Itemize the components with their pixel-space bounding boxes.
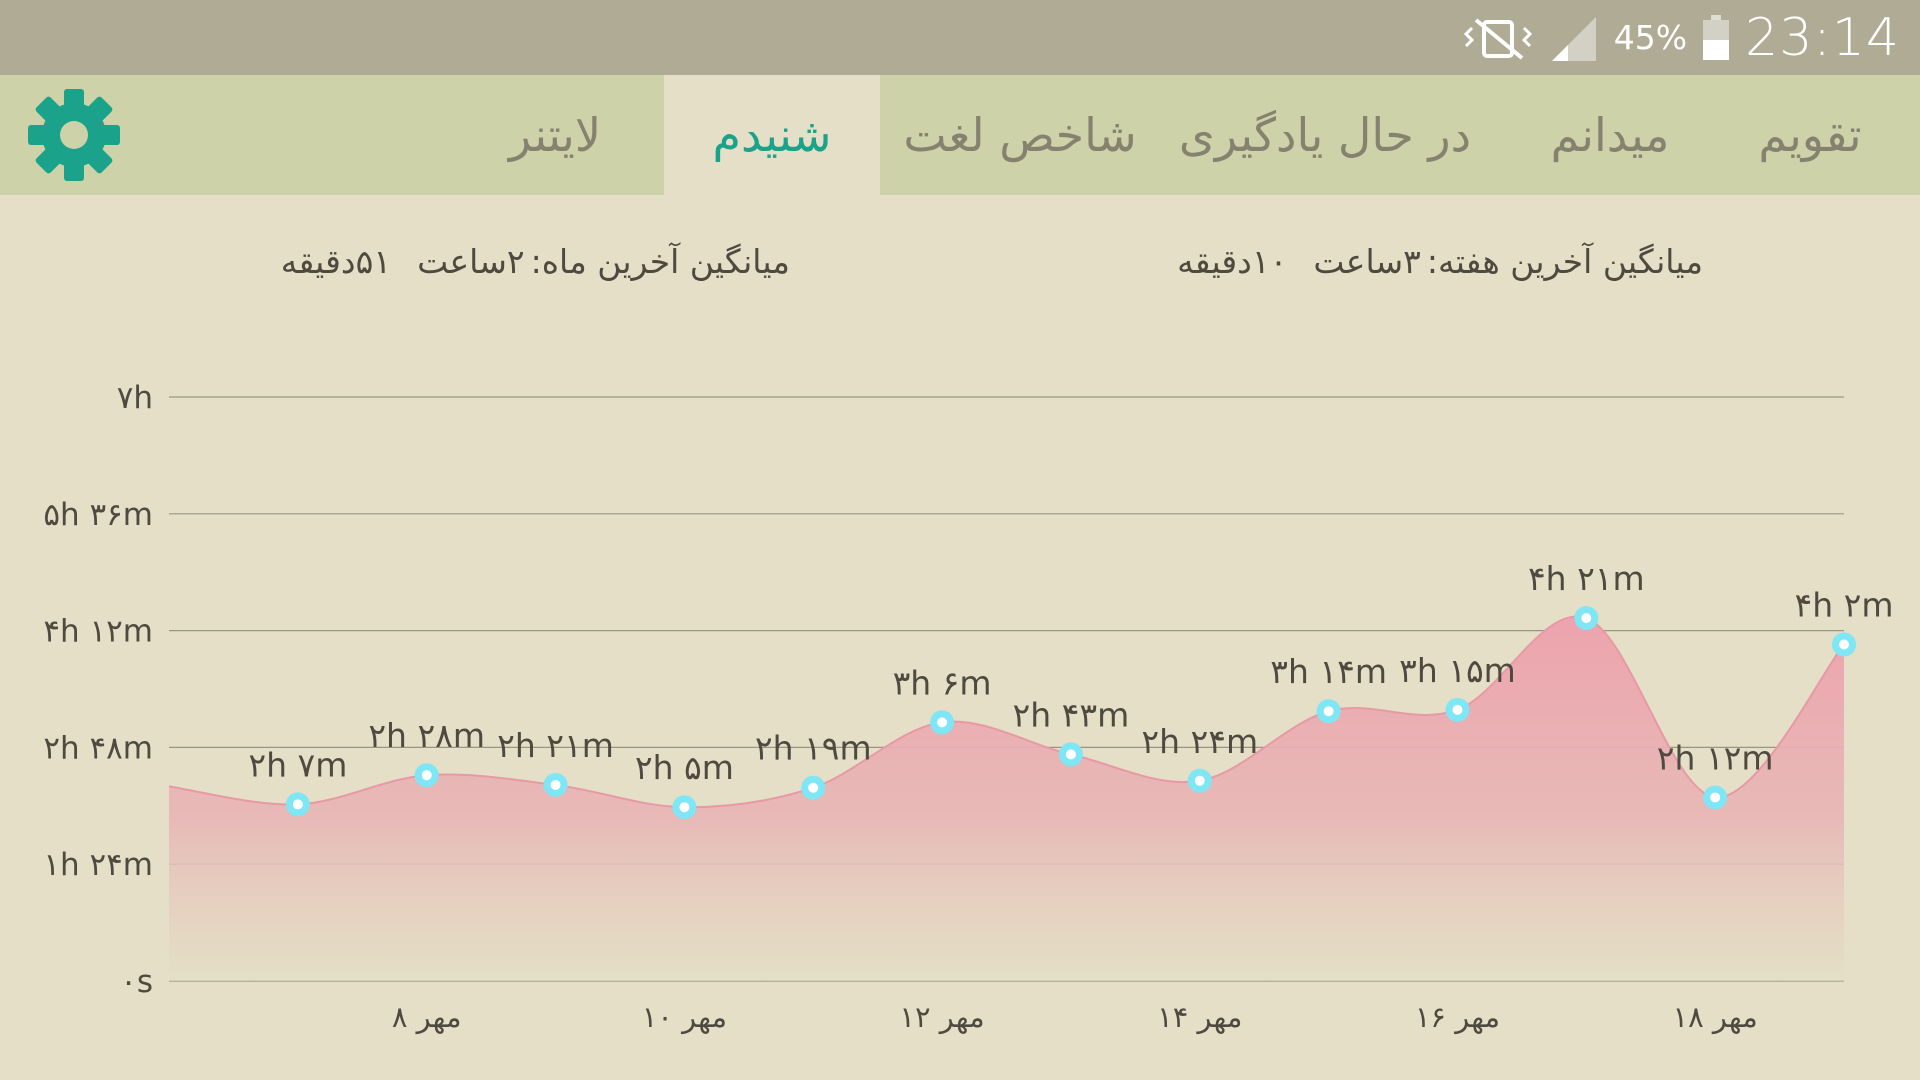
- data-point-center: [808, 782, 819, 793]
- data-points: [285, 606, 1856, 820]
- tab-calendar[interactable]: تقویم: [1758, 108, 1862, 162]
- x-tick-label: ۱۲ مهر: [899, 1000, 984, 1034]
- data-point-center: [1323, 706, 1334, 717]
- data-label: ۲h ۱۲m: [1657, 738, 1774, 777]
- week-average-label: میانگین آخرین هفته:: [1426, 241, 1703, 281]
- data-point-center: [1194, 775, 1205, 786]
- data-label: ۳h ۶m: [893, 663, 992, 702]
- area-layer: [168, 615, 1845, 981]
- data-point-center: [1710, 792, 1721, 803]
- tab-leitner[interactable]: لایتنر: [508, 108, 602, 162]
- data-point-center: [1452, 704, 1463, 715]
- data-labels: ۲h ۷m ۲h ۲۸m ۲h ۲۱m ۲h ۵m ۲h ۱۹m ۳h ۶m ۲h ۴۳m ۲…: [248, 559, 1893, 787]
- tab-heard[interactable]: شنیدم: [664, 75, 880, 195]
- data-label: ۲h ۱۹m: [755, 729, 872, 768]
- data-point-center: [1065, 749, 1076, 760]
- x-tick-label: ۱۸ مهر: [1673, 1000, 1758, 1034]
- status-right-group: 45% 23:14: [1462, 0, 1900, 75]
- data-point-center: [937, 717, 948, 728]
- x-axis-ticks: ۸ مهر ۱۰ مهر ۱۲ مهر ۱۴ مهر ۱۶ مهر ۱۸ مهر: [392, 1000, 1758, 1034]
- data-label: ۲h ۲۱m: [497, 726, 614, 765]
- week-average-minutes: ۱۰دقیقه: [1177, 241, 1288, 281]
- data-label: ۴h ۲۱m: [1528, 559, 1645, 598]
- data-point-center: [292, 799, 303, 810]
- tab-word-index[interactable]: شاخص لغت: [903, 108, 1137, 162]
- data-point-center: [1839, 639, 1849, 650]
- data-point-center: [421, 770, 432, 781]
- x-tick-label: ۸ مهر: [392, 1000, 462, 1034]
- x-tick-label: ۱۶ مهر: [1415, 1000, 1500, 1034]
- x-tick-label: ۱۴ مهر: [1157, 1000, 1242, 1034]
- gear-icon: [28, 89, 120, 181]
- data-label: ۲h ۷m: [248, 745, 347, 784]
- y-tick-label: ۲h ۴۸m: [43, 730, 153, 766]
- status-bar: 45% 23:14: [0, 0, 1920, 75]
- data-label: ۲h ۴۳m: [1013, 695, 1130, 734]
- x-tick-label: ۱۰ مهر: [642, 1000, 727, 1034]
- data-label: ۳h ۱۴m: [1270, 652, 1387, 691]
- y-tick-label: ۰s: [120, 964, 153, 1000]
- tab-bar: تقویم میدانم در حال یادگیری شاخص لغت شنی…: [0, 75, 1920, 195]
- settings-button[interactable]: [26, 87, 122, 183]
- tab-known[interactable]: میدانم: [1550, 108, 1670, 162]
- data-label: ۲h ۲۸m: [368, 716, 485, 755]
- month-average-label: میانگین آخرین ماه:: [530, 241, 790, 281]
- y-tick-label: ۱h ۲۴m: [43, 847, 153, 883]
- data-label: ۴h ۲m: [1795, 586, 1894, 625]
- area-fill: [169, 616, 1844, 981]
- month-average-minutes: ۵۱دقیقه: [280, 241, 392, 281]
- month-average: میانگین آخرین ماه: ۲ساعت ۵۱دقیقه: [281, 236, 790, 286]
- data-point-center: [679, 802, 690, 813]
- month-average-hours: ۲ساعت: [417, 241, 525, 281]
- area-line: [168, 615, 1845, 809]
- data-label: ۲h ۵m: [635, 748, 734, 787]
- week-average: میانگین آخرین هفته: ۳ساعت ۱۰دقیقه: [1177, 236, 1703, 286]
- y-tick-label: ۷h: [117, 380, 153, 416]
- status-clock: 23:14: [1745, 7, 1900, 68]
- data-point-center: [1581, 613, 1592, 624]
- battery-icon: [1703, 14, 1730, 60]
- data-label: ۲h ۲۴m: [1141, 722, 1258, 761]
- signal-icon: [1551, 16, 1596, 61]
- battery-percentage: 45%: [1613, 18, 1688, 57]
- data-label: ۳h ۱۵m: [1399, 651, 1516, 690]
- y-axis-ticks: ۰s ۱h ۲۴m ۲h ۴۸m ۴h ۱۲m ۵h ۳۶m ۷h: [43, 380, 153, 1000]
- data-point-center: [550, 779, 561, 790]
- y-tick-label: ۴h ۱۲m: [43, 614, 153, 650]
- y-tick-label: ۵h ۳۶m: [43, 497, 153, 533]
- tab-learning[interactable]: در حال یادگیری: [1178, 108, 1472, 162]
- week-average-hours: ۳ساعت: [1313, 241, 1421, 281]
- vibrate-off-icon: [1463, 17, 1532, 60]
